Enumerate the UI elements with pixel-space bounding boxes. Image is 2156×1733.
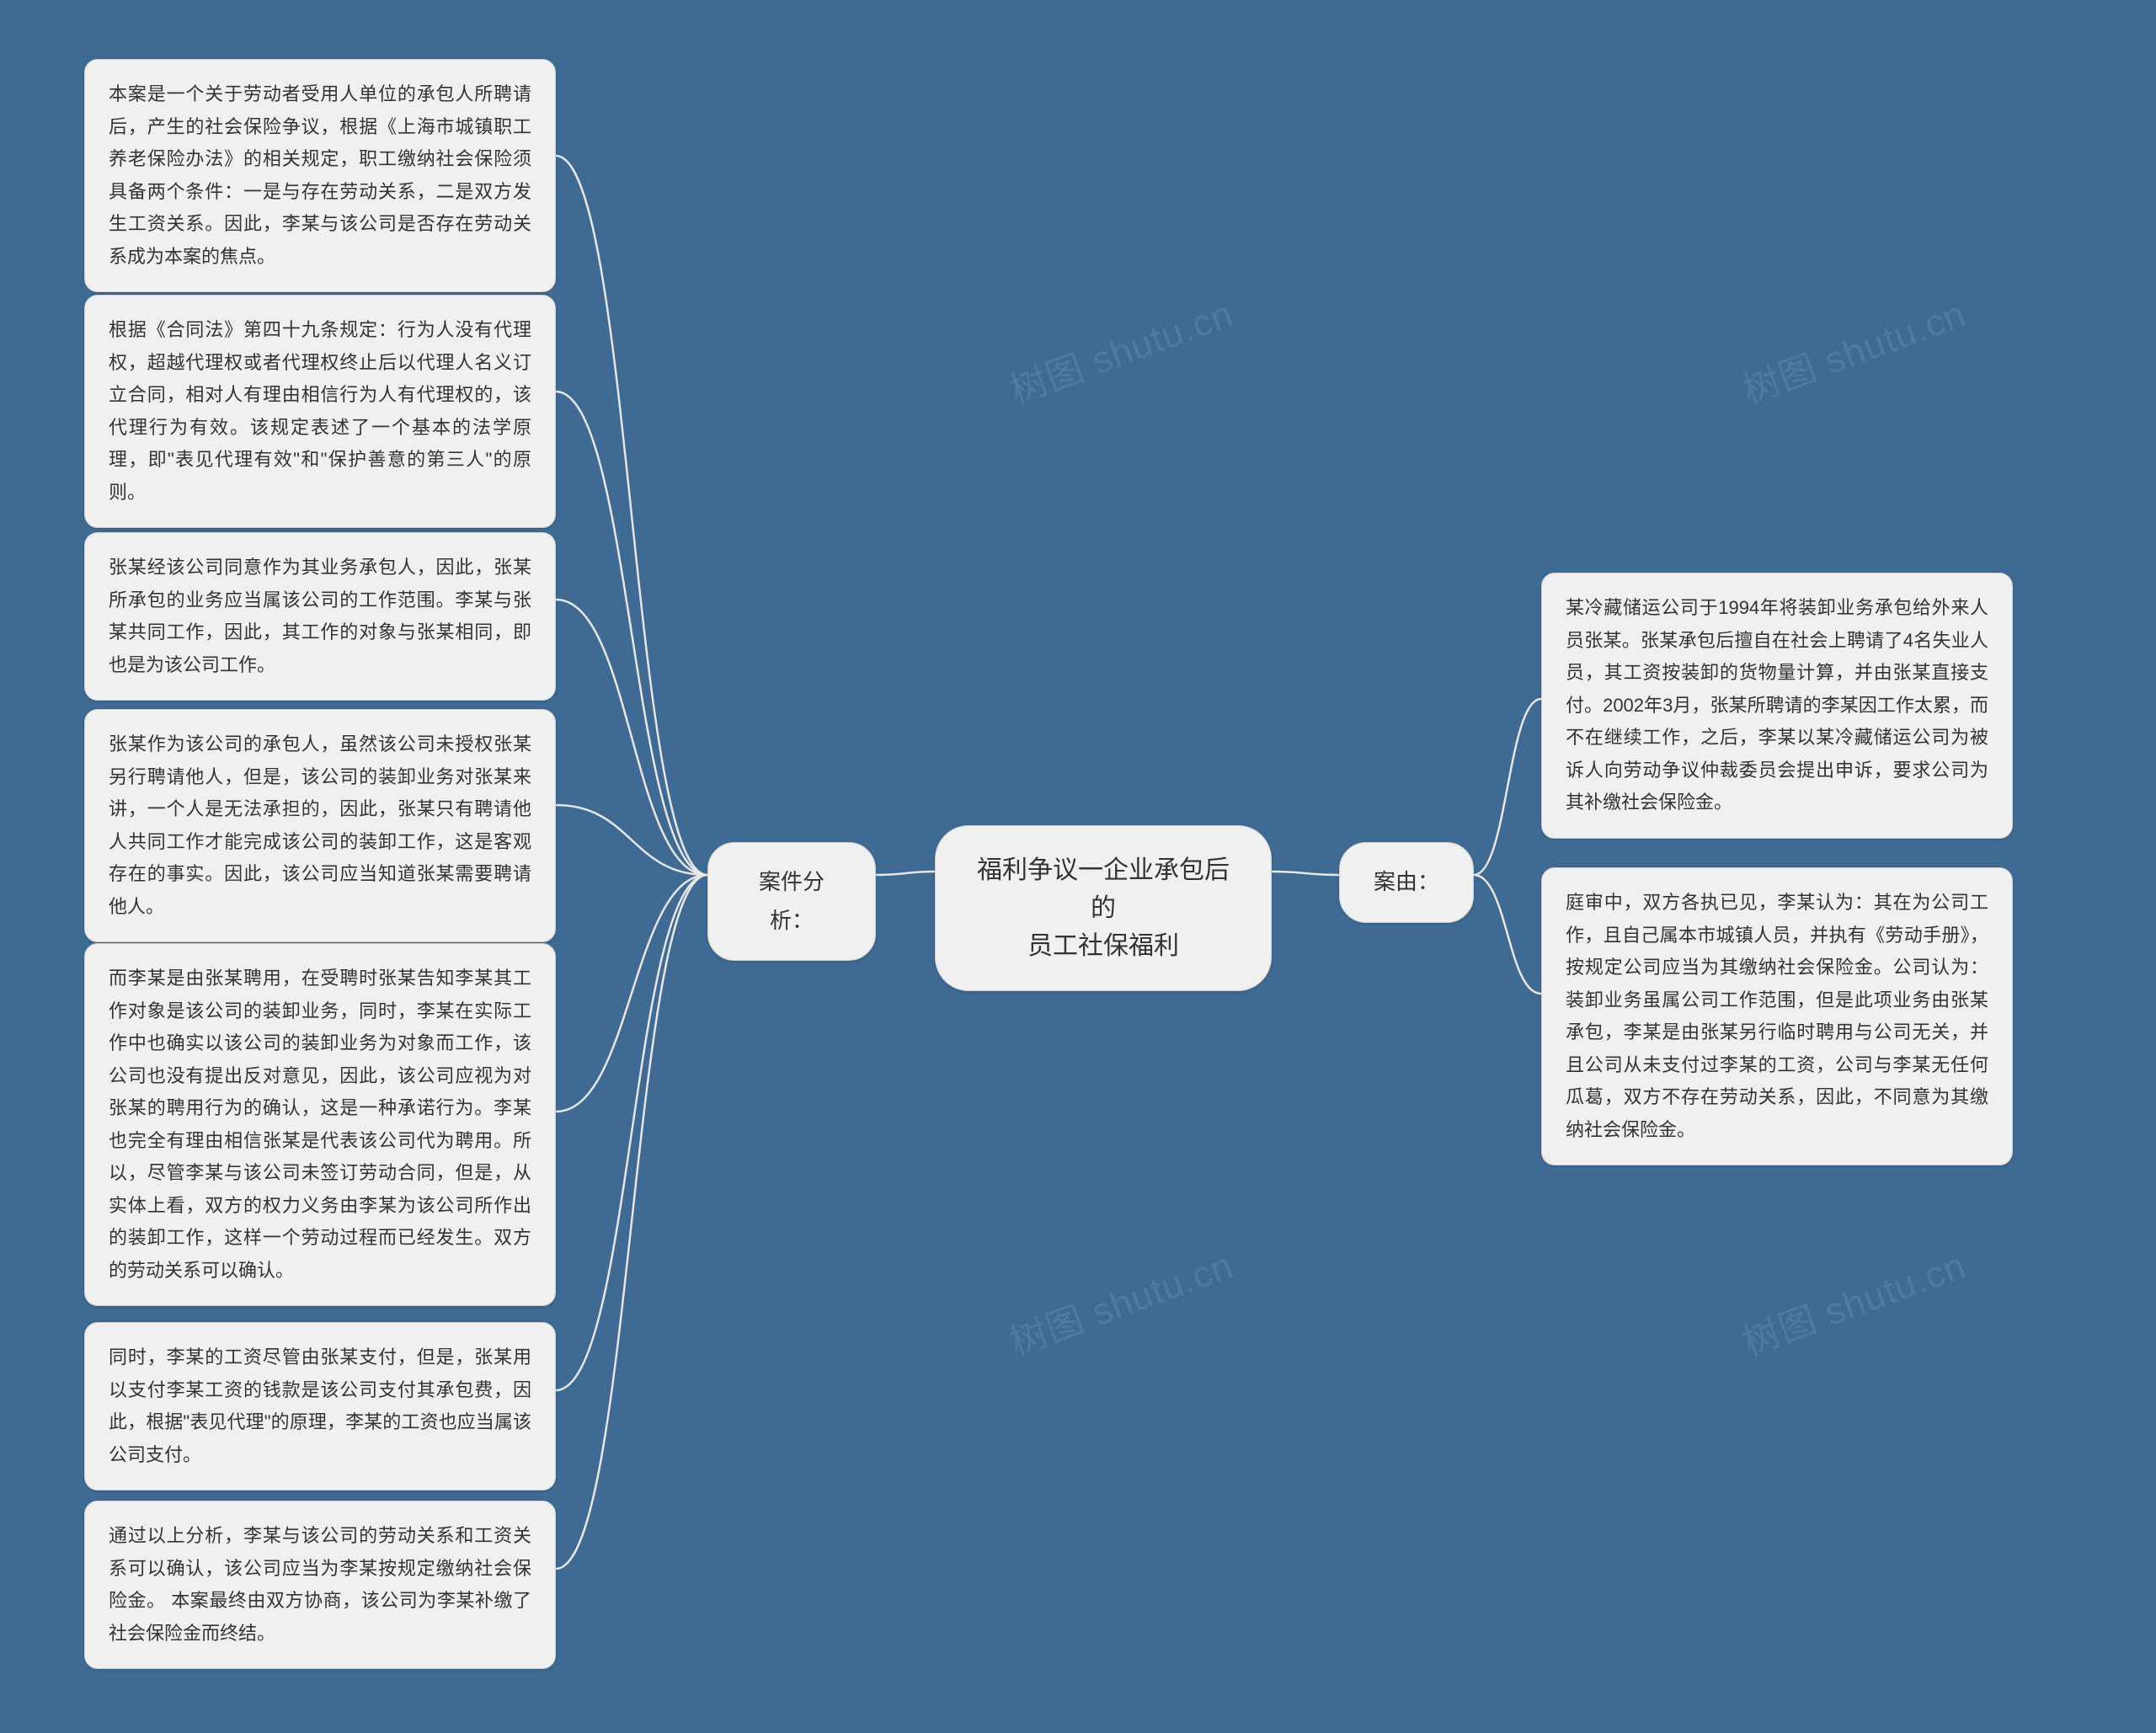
leaf-c1-text: 某冷藏储运公司于1994年将装卸业务承包给外来人员张某。张某承包后擅自在社会上聘… bbox=[1566, 597, 1988, 813]
root-text-line1: 福利争议一企业承包后的 bbox=[977, 856, 1230, 922]
leaf-a4-text: 张某作为该公司的承包人，虽然该公司未授权张某另行聘请他人，但是，该公司的装卸业务… bbox=[109, 733, 531, 917]
leaf-a3-text: 张某经该公司同意作为其业务承包人，因此，张某所承包的业务应当属该公司的工作范围。… bbox=[109, 557, 531, 675]
leaf-a7-text: 通过以上分析，李某与该公司的劳动关系和工资关系可以确认，该公司应当为李某按规定缴… bbox=[109, 1525, 531, 1644]
watermark: 树图 shutu.cn bbox=[1734, 284, 1972, 414]
root-text-line2: 员工社保福利 bbox=[1027, 932, 1179, 960]
leaf-a5-text: 而李某是由张某聘用，在受聘时张某告知李某其工作对象是该公司的装卸业务，同时，李某… bbox=[109, 968, 531, 1281]
leaf-c1[interactable]: 某冷藏储运公司于1994年将装卸业务承包给外来人员张某。张某承包后擅自在社会上聘… bbox=[1541, 573, 2013, 839]
leaf-a1-text: 本案是一个关于劳动者受用人单位的承包人所聘请后，产生的社会保险争议，根据《上海市… bbox=[109, 83, 531, 267]
leaf-a7[interactable]: 通过以上分析，李某与该公司的劳动关系和工资关系可以确认，该公司应当为李某按规定缴… bbox=[84, 1501, 556, 1669]
leaf-c2-text: 庭审中，双方各执已见，李某认为：其在为公司工作，且自己属本市城镇人员，并执有《劳… bbox=[1566, 892, 1988, 1140]
root-node[interactable]: 福利争议一企业承包后的 员工社保福利 bbox=[935, 825, 1272, 991]
watermark: 树图 shutu.cn bbox=[1001, 284, 1240, 414]
branch-cause[interactable]: 案由： bbox=[1339, 842, 1474, 923]
watermark: 树图 shutu.cn bbox=[1001, 1235, 1240, 1366]
leaf-c2[interactable]: 庭审中，双方各执已见，李某认为：其在为公司工作，且自己属本市城镇人员，并执有《劳… bbox=[1541, 867, 2013, 1165]
leaf-a6[interactable]: 同时，李某的工资尽管由张某支付，但是，张某用以支付李某工资的钱款是该公司支付其承… bbox=[84, 1322, 556, 1490]
mindmap-canvas: 福利争议一企业承包后的 员工社保福利 案件分析： 案由： 本案是一个关于劳动者受… bbox=[0, 0, 2156, 1733]
leaf-a3[interactable]: 张某经该公司同意作为其业务承包人，因此，张某所承包的业务应当属该公司的工作范围。… bbox=[84, 532, 556, 701]
leaf-a6-text: 同时，李某的工资尽管由张某支付，但是，张某用以支付李某工资的钱款是该公司支付其承… bbox=[109, 1346, 531, 1465]
leaf-a2[interactable]: 根据《合同法》第四十九条规定：行为人没有代理权，超越代理权或者代理权终止后以代理… bbox=[84, 295, 556, 528]
leaf-a2-text: 根据《合同法》第四十九条规定：行为人没有代理权，超越代理权或者代理权终止后以代理… bbox=[109, 319, 531, 503]
watermark: 树图 shutu.cn bbox=[1734, 1235, 1972, 1366]
branch-analysis-label: 案件分析： bbox=[759, 869, 825, 933]
leaf-a5[interactable]: 而李某是由张某聘用，在受聘时张某告知李某其工作对象是该公司的装卸业务，同时，李某… bbox=[84, 943, 556, 1306]
branch-cause-label: 案由： bbox=[1374, 869, 1439, 894]
leaf-a1[interactable]: 本案是一个关于劳动者受用人单位的承包人所聘请后，产生的社会保险争议，根据《上海市… bbox=[84, 59, 556, 292]
leaf-a4[interactable]: 张某作为该公司的承包人，虽然该公司未授权张某另行聘请他人，但是，该公司的装卸业务… bbox=[84, 709, 556, 942]
branch-analysis[interactable]: 案件分析： bbox=[707, 842, 876, 961]
